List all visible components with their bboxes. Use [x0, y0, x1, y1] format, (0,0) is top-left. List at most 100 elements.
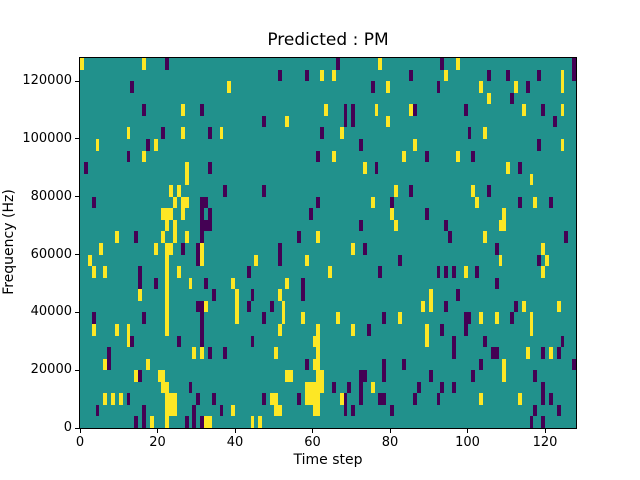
heatmap-cell: [262, 393, 266, 405]
heatmap-cell: [556, 300, 561, 313]
heatmap-cell: [231, 404, 235, 417]
heatmap-cell: [475, 266, 480, 278]
heatmap-cell: [142, 104, 146, 116]
x-tick-label: 60: [304, 435, 321, 450]
heatmap-cell: [517, 162, 522, 174]
heatmap-cell: [231, 277, 235, 290]
heatmap-cell: [297, 231, 301, 243]
heatmap-cell: [347, 381, 352, 394]
heatmap-cell: [483, 231, 487, 243]
x-tick: [234, 429, 236, 433]
heatmap-cell: [386, 81, 390, 93]
heatmap-cell: [452, 266, 456, 278]
heatmap-cell: [312, 393, 317, 405]
heatmap-cell: [448, 231, 452, 243]
heatmap-cell: [165, 208, 170, 220]
heatmap-cell: [285, 277, 290, 290]
heatmap-cell: [207, 127, 212, 139]
heatmap-cell: [246, 266, 251, 278]
heatmap-cell: [316, 231, 321, 243]
heatmap-cell: [541, 381, 545, 394]
heatmap-cell: [165, 404, 170, 417]
heatmap-cell: [200, 219, 204, 232]
heatmap-cell: [351, 323, 356, 336]
heatmap-cell: [184, 196, 189, 209]
heatmap-cell: [219, 404, 224, 417]
heatmap-cell: [176, 335, 181, 348]
heatmap-cell: [572, 358, 576, 371]
heatmap-cell: [165, 243, 170, 255]
heatmap-cell: [176, 185, 181, 197]
heatmap-cell: [444, 266, 449, 278]
y-tick: [75, 138, 79, 140]
heatmap-cell: [316, 335, 321, 348]
heatmap-cell: [308, 381, 313, 394]
heatmap-cell: [180, 196, 185, 209]
heatmap-cell: [316, 150, 321, 163]
heatmap-cell: [180, 243, 185, 255]
heatmap-cell: [192, 404, 197, 417]
heatmap-cell: [483, 335, 487, 348]
heatmap-cell: [142, 150, 146, 163]
heatmap-cell: [130, 335, 135, 348]
heatmap-cell: [262, 312, 266, 324]
heatmap-cell: [545, 254, 549, 267]
heatmap-cell: [277, 323, 282, 336]
heatmap-cell: [165, 323, 170, 336]
heatmap-cell: [211, 393, 216, 405]
heatmap-cell: [479, 312, 483, 324]
heatmap-cell: [436, 266, 441, 278]
heatmap-cell: [277, 69, 282, 82]
heatmap-cell: [471, 185, 476, 197]
heatmap-cell: [320, 381, 325, 394]
heatmap-cell: [138, 370, 142, 382]
heatmap-cell: [207, 219, 212, 232]
heatmap-cell: [207, 347, 212, 359]
x-tick-label: 120: [532, 435, 558, 450]
heatmap-cell: [316, 381, 321, 394]
heatmap-cell: [304, 69, 309, 82]
heatmap-cell: [541, 416, 545, 428]
heatmap-cell: [494, 243, 499, 255]
heatmap-cell: [142, 416, 146, 428]
heatmap-cell: [440, 323, 445, 336]
heatmap-cell: [541, 347, 545, 359]
heatmap-cell: [304, 393, 309, 405]
heatmap-cell: [479, 393, 483, 405]
heatmap-cell: [537, 254, 542, 267]
heatmap-cell: [83, 162, 88, 174]
heatmap-cell: [382, 312, 387, 324]
heatmap-cell: [165, 219, 170, 232]
heatmap-cell: [300, 312, 305, 324]
heatmap-cell: [200, 347, 204, 359]
heatmap-cell: [130, 81, 135, 93]
heatmap-cell: [200, 208, 204, 220]
heatmap-cell: [308, 208, 313, 220]
heatmap-cell: [297, 393, 301, 405]
heatmap-cell: [455, 289, 460, 301]
heatmap-cell: [165, 266, 170, 278]
heatmap-cell: [436, 81, 441, 93]
y-tick-label: 100000: [22, 130, 72, 146]
heatmap-cell: [145, 358, 150, 371]
heatmap-cell: [165, 300, 170, 313]
y-tick: [75, 427, 79, 429]
heatmap-cell: [103, 266, 108, 278]
heatmap-cell: [316, 323, 321, 336]
heatmap-cell: [180, 104, 185, 116]
heatmap-cell: [142, 312, 146, 324]
heatmap-cell: [486, 69, 491, 82]
heatmap-cell: [335, 58, 340, 70]
heatmap-cell: [304, 358, 309, 371]
x-tick-label: 40: [226, 435, 244, 450]
heatmap-cell: [161, 370, 166, 382]
heatmap-cell: [370, 196, 375, 209]
heatmap-cell: [169, 404, 173, 417]
heatmap-cell: [273, 404, 278, 417]
heatmap-cell: [285, 115, 290, 128]
heatmap-cell: [95, 404, 100, 417]
heatmap-cell: [525, 81, 530, 93]
heatmap-cell: [343, 104, 348, 116]
heatmap-cell: [165, 393, 170, 405]
heatmap-cell: [440, 58, 445, 70]
